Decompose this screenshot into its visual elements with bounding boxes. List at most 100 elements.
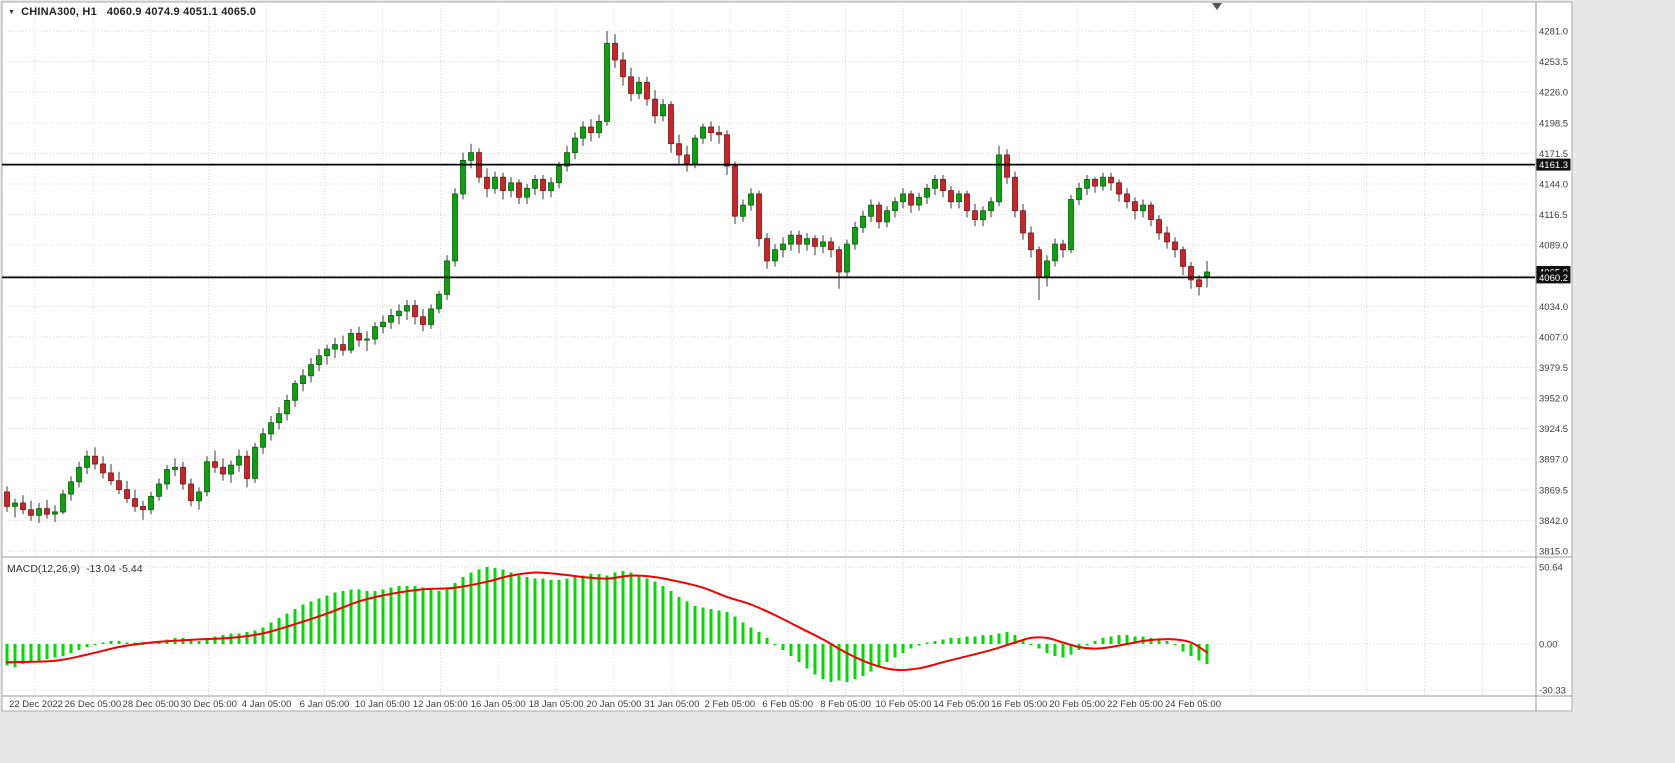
candle-down [356,332,362,341]
macd-histogram-bar [1165,641,1169,644]
macd-histogram-bar [709,609,713,644]
candle-up [604,42,610,122]
macd-histogram-bar [653,581,657,644]
candle-down [724,134,730,167]
time-axis-label: 16 Jan 05:00 [471,699,526,710]
macd-histogram-bar [1053,644,1057,657]
macd-histogram-bar [797,644,801,663]
candle-up [772,249,778,262]
candle-down [1116,182,1122,195]
candle-down [876,204,882,223]
candle-down [100,463,106,474]
candle-down [828,241,834,251]
macd-histogram-bar [925,642,929,644]
chart-shift-marker-icon[interactable] [1212,3,1222,10]
candle-down [132,498,138,507]
candle-up [460,159,466,195]
time-axis-label: 31 Jan 05:00 [644,699,699,710]
symbol-dropdown-icon[interactable]: ▼ [8,8,16,16]
time-axis-label: 12 Jan 05:00 [413,699,468,710]
macd-histogram-bar [1181,644,1185,652]
macd-axis-label: 50.64 [1539,563,1563,574]
macd-histogram-bar [93,644,97,645]
candle-down [420,316,426,325]
macd-histogram-bar [189,639,193,644]
macd-histogram-bar [493,568,497,644]
candle-up [700,126,706,139]
candle-up [252,446,258,479]
macd-histogram-bar [877,644,881,667]
candle-up [196,491,202,502]
macd-histogram-bar [1197,644,1201,661]
candle-up [364,338,370,341]
macd-histogram-bar [213,636,217,644]
macd-histogram-bar [1061,644,1065,658]
macd-histogram-bar [941,639,945,644]
candle-up [956,193,962,203]
candle-down [1012,176,1018,212]
macd-histogram-bar [613,572,617,644]
candle-up [980,210,986,220]
macd-histogram-bar [573,577,577,644]
macd-histogram-bar [917,644,921,646]
candle-down [20,502,26,511]
price-axis-label: 4007.0 [1539,332,1568,343]
macd-histogram-bar [781,644,785,651]
candle-up [804,238,810,245]
symbol-info[interactable]: ▼ CHINA300, H1 4060.9 4074.9 4051.1 4065… [8,6,256,18]
candle-up [932,178,938,189]
macd-histogram-bar [405,586,409,644]
macd-histogram-bar [397,586,401,644]
candle-down [1164,232,1170,243]
time-axis-label: 8 Feb 05:00 [820,699,871,710]
macd-histogram-bar [589,574,593,644]
macd-histogram-bar [757,631,761,644]
price-axis-label: 3869.5 [1539,485,1568,496]
level-price-label: 4161.3 [1539,160,1568,171]
candle-down [964,193,970,211]
candle-up [740,204,746,217]
candle-up [916,196,922,206]
candle-up [300,375,306,384]
macd-histogram-bar [557,580,561,644]
macd-histogram-bar [997,633,1001,644]
macd-histogram-bar [677,596,681,644]
macd-histogram-bar [749,627,753,644]
candle-up [780,243,786,251]
candle-up [428,308,434,325]
candle-up [60,493,66,513]
candle-down [28,509,34,516]
macd-histogram-bar [965,636,969,644]
candle-down [1124,193,1130,203]
macd-histogram-bar [61,644,65,657]
macd-histogram-bar [893,644,897,658]
chart-background[interactable] [1,1,1573,712]
price-axis-label: 3842.0 [1539,516,1568,527]
time-axis[interactable]: 22 Dec 2022 26 Dec 05:00 28 Dec 05:00 30 De… [9,699,1221,710]
macd-histogram-bar [957,637,961,644]
macd-histogram-bar [389,587,393,644]
macd-histogram-bar [669,590,673,644]
macd-histogram-bar [373,590,377,644]
macd-histogram-bar [693,606,697,644]
macd-histogram-bar [1093,641,1097,644]
time-axis-label: 18 Jan 05:00 [529,699,584,710]
macd-histogram-bar [725,612,729,644]
price-axis-label: 3897.0 [1539,455,1568,466]
candle-down [516,182,522,198]
macd-histogram-bar [453,583,457,644]
candle-up [572,137,578,154]
candle-up [924,187,930,198]
macd-histogram-bar [1173,644,1177,645]
macd-histogram-bar [5,644,9,666]
time-axis-label: 4 Jan 05:00 [242,699,292,710]
candle-up [12,502,18,507]
macd-histogram-bar [125,642,129,644]
macd-histogram-bar [1085,644,1089,646]
macd-histogram-bar [197,641,201,644]
macd-histogram-bar [845,644,849,682]
candle-down [116,480,122,491]
ohlc-values: 4060.9 4074.9 4051.1 4065.0 [106,6,257,18]
macd-histogram-bar [685,601,689,644]
macd-histogram-bar [597,574,601,644]
